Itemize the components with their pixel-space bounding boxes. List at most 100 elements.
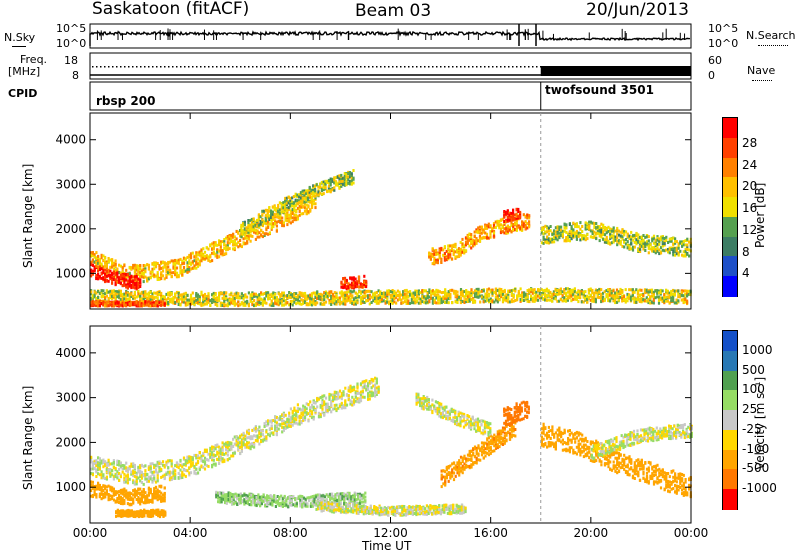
power-panel-cell bbox=[445, 249, 448, 253]
power-panel-cell bbox=[278, 208, 281, 212]
power-panel-cell bbox=[111, 300, 114, 304]
power-panel-cell bbox=[579, 221, 582, 225]
power-panel-cell bbox=[119, 289, 122, 293]
power-panel-cell bbox=[598, 234, 601, 238]
power-panel-cell bbox=[133, 296, 136, 300]
power-panel-cell bbox=[519, 299, 522, 303]
power-panel-cell bbox=[312, 291, 315, 295]
power-panel-cell bbox=[100, 302, 103, 306]
power-panel-cell bbox=[333, 302, 336, 306]
power-panel-cell bbox=[98, 300, 101, 304]
power-panel-cell bbox=[93, 300, 96, 304]
power-panel-cell bbox=[324, 300, 328, 304]
power-panel-cell bbox=[487, 236, 490, 240]
power-panel-cell bbox=[228, 237, 231, 241]
power-panel-cell bbox=[531, 299, 534, 303]
power-panel-cell bbox=[291, 303, 294, 307]
power-panel-cell bbox=[519, 216, 522, 220]
power-panel-cell bbox=[682, 250, 685, 254]
power-panel-cell bbox=[616, 236, 619, 240]
power-panel-cell bbox=[121, 268, 124, 272]
power-panel-cell bbox=[167, 271, 170, 275]
power-panel-cell bbox=[95, 251, 98, 255]
power-panel-cell bbox=[237, 300, 240, 304]
power-panel-cell bbox=[447, 293, 450, 297]
power-panel-cell bbox=[195, 258, 198, 262]
power-panel-cell bbox=[111, 291, 114, 295]
power-panel-cell bbox=[428, 291, 431, 294]
power-panel-cell bbox=[313, 189, 317, 193]
power-panel-cell bbox=[267, 232, 270, 236]
power-panel-cell bbox=[167, 291, 170, 295]
power-panel-cell bbox=[203, 250, 207, 254]
power-panel-cell bbox=[324, 292, 328, 296]
power-panel-cell bbox=[496, 219, 499, 223]
power-panel-cell bbox=[146, 303, 149, 307]
power-panel-cell bbox=[595, 222, 598, 225]
power-panel-cell bbox=[200, 293, 203, 297]
power-panel-cell bbox=[417, 292, 420, 296]
power-panel-cell bbox=[551, 299, 554, 303]
power-panel-cell bbox=[91, 269, 94, 273]
power-panel-cell bbox=[482, 295, 485, 299]
power-panel-cell bbox=[322, 180, 325, 184]
power-panel-cell bbox=[298, 199, 301, 203]
power-panel-cell bbox=[282, 295, 285, 298]
power-panel-cell bbox=[466, 299, 470, 303]
power-panel-cell bbox=[239, 234, 242, 238]
power-panel-cell bbox=[546, 241, 549, 245]
power-panel-cell bbox=[435, 252, 438, 256]
power-panel-cell bbox=[610, 294, 613, 298]
power-panel-cell bbox=[317, 297, 321, 301]
power-panel-cell bbox=[225, 236, 228, 240]
power-panel-cell bbox=[147, 294, 150, 298]
power-panel-cell bbox=[211, 301, 214, 304]
power-panel-cell bbox=[575, 225, 578, 229]
power-panel-cell bbox=[303, 206, 307, 210]
power-panel-cell bbox=[272, 293, 275, 297]
power-panel-cell bbox=[629, 295, 633, 299]
power-panel-cell bbox=[97, 259, 100, 263]
power-panel-cell bbox=[635, 234, 638, 238]
power-panel-cell bbox=[633, 298, 636, 302]
power-panel-cell bbox=[203, 297, 207, 300]
power-panel-cell bbox=[282, 296, 285, 300]
power-panel-cell bbox=[350, 276, 354, 280]
power-panel-cell bbox=[672, 247, 675, 251]
power-panel-cell bbox=[665, 295, 668, 299]
power-panel-cell bbox=[377, 301, 380, 305]
power-panel-cell bbox=[343, 178, 346, 182]
power-panel-cell bbox=[186, 298, 189, 302]
power-panel-cell bbox=[556, 238, 559, 242]
power-panel-cell bbox=[165, 267, 168, 271]
power-panel-cell bbox=[575, 296, 578, 300]
power-panel-cell bbox=[438, 255, 441, 259]
power-panel-cell bbox=[686, 252, 689, 256]
power-panel-cell bbox=[619, 234, 622, 238]
power-panel-cell bbox=[626, 299, 629, 303]
station-title: Saskatoon (fitACF) bbox=[92, 0, 250, 19]
power-panel-cell bbox=[263, 232, 266, 236]
power-panel-cell bbox=[112, 304, 115, 308]
power-panel-cell bbox=[188, 255, 191, 259]
power-panel-cell bbox=[249, 298, 252, 301]
power-panel-cell bbox=[503, 227, 506, 231]
power-panel-cell bbox=[295, 217, 298, 221]
power-panel-cell bbox=[640, 235, 643, 239]
power-panel-cell bbox=[263, 221, 266, 225]
power-panel-cell bbox=[637, 248, 640, 252]
power-panel-cell bbox=[459, 288, 463, 291]
power-panel-cell bbox=[410, 292, 413, 296]
power-panel-cell bbox=[296, 206, 299, 210]
power-panel-cell bbox=[505, 296, 508, 300]
power-panel-cell bbox=[607, 289, 610, 293]
power-panel-cell bbox=[335, 295, 338, 299]
power-panel-cell bbox=[645, 240, 649, 244]
power-panel-cell bbox=[321, 302, 324, 306]
power-panel-cell bbox=[312, 184, 315, 188]
power-panel-cell bbox=[174, 268, 177, 272]
power-panel-cell bbox=[533, 291, 536, 295]
power-panel-cell bbox=[492, 225, 496, 229]
power-panel-cell bbox=[296, 193, 299, 197]
power-panel-cell bbox=[584, 223, 587, 227]
